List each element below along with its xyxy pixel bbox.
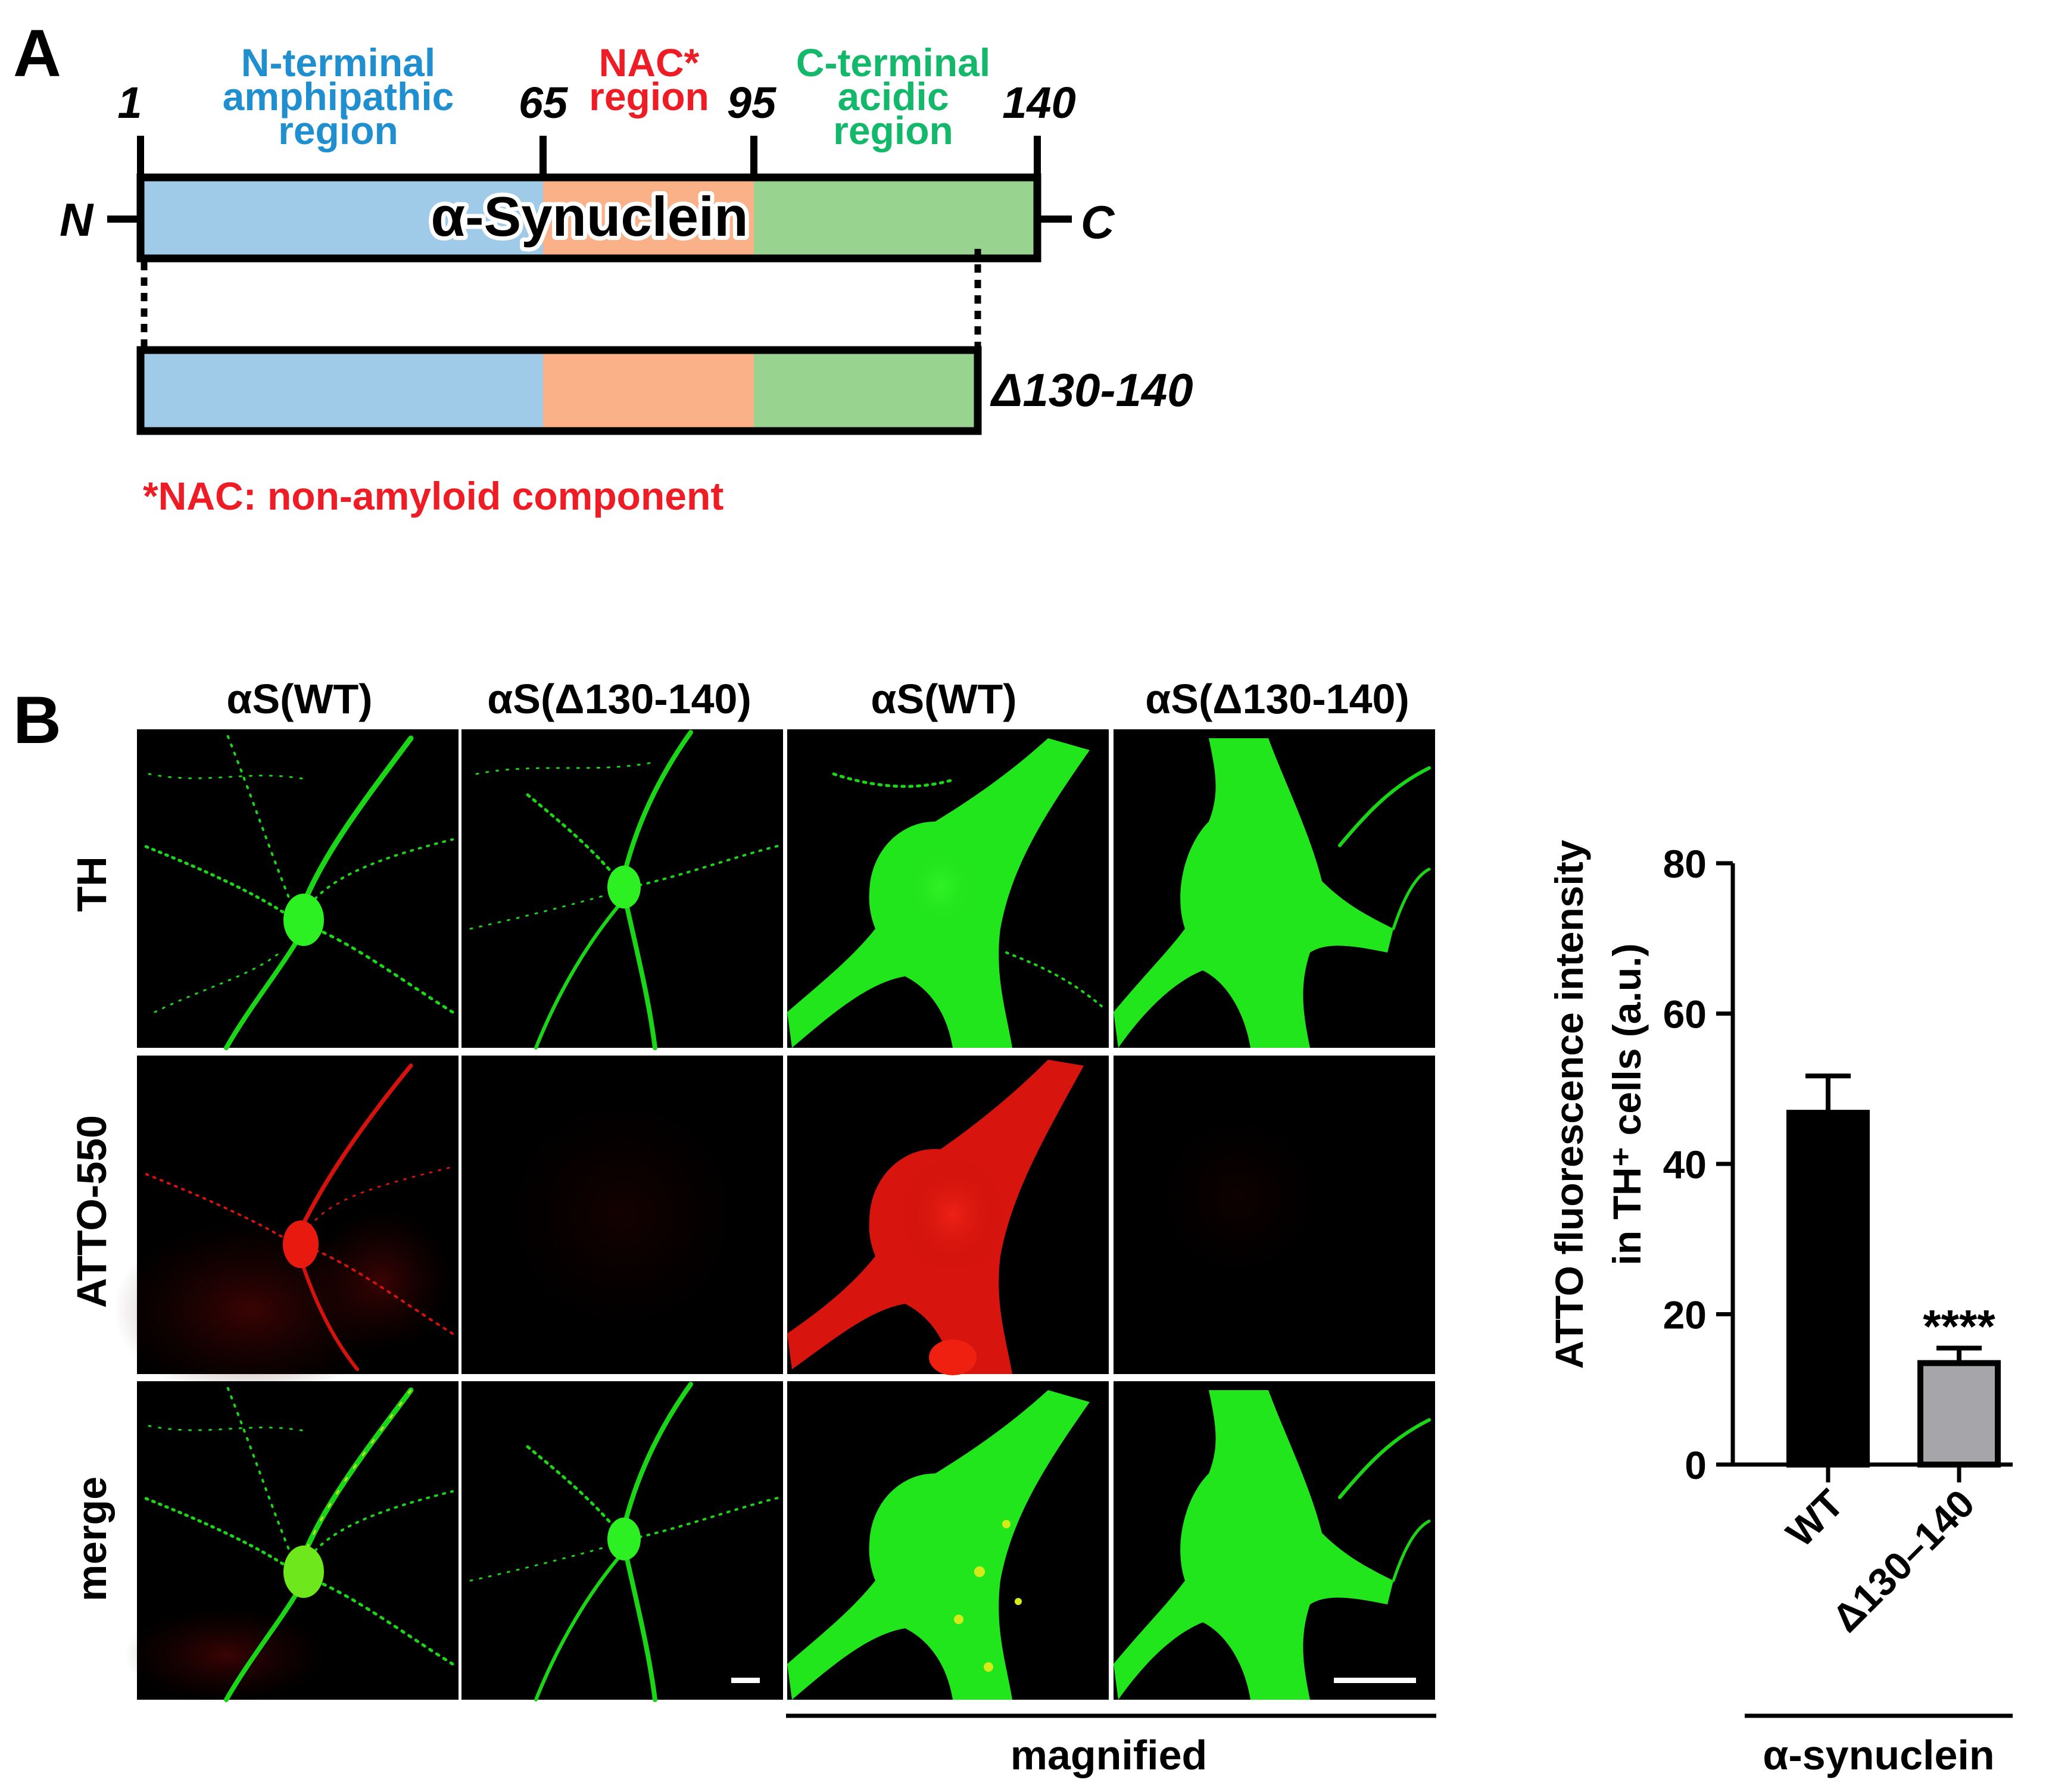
mutant-label: Δ130-140 (990, 364, 1193, 416)
full-length-bar: α-Synuclein (136, 173, 1041, 263)
micrograph-th-d130-magnified (1114, 729, 1435, 1048)
full-n-segment (141, 177, 543, 258)
micrograph-merge-wt (125, 1381, 459, 1703)
x-tick-label: Δ130–140 (1823, 1481, 1983, 1641)
truncated-bar (136, 346, 982, 435)
micrograph-merge-d130 (461, 1381, 783, 1702)
bar-wt (1786, 1110, 1870, 1468)
full-nac-segment (543, 177, 754, 258)
y-tick-label: 40 (1663, 1142, 1707, 1187)
nac-line-1: NAC* (599, 40, 700, 85)
micrograph-th-wt-magnified (787, 729, 1109, 1048)
position-140: 140 (1002, 78, 1075, 127)
n-terminal-line-2: amphipathic (223, 74, 454, 118)
y-tick-label: 0 (1685, 1443, 1707, 1487)
col-header-4: αS(Δ130-140) (1145, 676, 1409, 722)
panel-b: B αS(WT) αS(Δ130-140) αS(WT) αS(Δ130-140… (13, 676, 2013, 1778)
nac-label: NAC* region (589, 40, 709, 118)
c-terminal-line-2: acidic (837, 74, 949, 118)
col-header-2: αS(Δ130-140) (487, 676, 751, 722)
protein-name: α-Synuclein (431, 185, 748, 248)
micrograph-merge-wt-magnified (787, 1381, 1109, 1700)
y-axis: 0 20 40 60 80 (1663, 842, 1735, 1487)
n-terminus-label: N (60, 193, 94, 246)
position-1: 1 (117, 78, 142, 127)
position-65: 65 (519, 78, 569, 127)
micrograph-th-wt (137, 729, 459, 1050)
micrograph-atto-wt (113, 1056, 459, 1399)
significance-mark: **** (1923, 1300, 1995, 1352)
trunc-nac-segment (543, 350, 754, 431)
chart-ylabel-line-2: in TH⁺ cells (a.u.) (1605, 944, 1649, 1266)
n-terminal-line-1: N-terminal (241, 40, 435, 85)
micrograph-atto-wt-magnified (787, 1056, 1109, 1375)
row-labels: TH ATTO-550 merge (68, 856, 115, 1601)
micrograph-grid (113, 729, 1435, 1703)
column-headers: αS(WT) αS(Δ130-140) αS(WT) αS(Δ130-140) (226, 676, 1409, 722)
micrograph-th-d130 (461, 729, 783, 1050)
panel-b-letter: B (13, 683, 61, 757)
position-ticks (137, 136, 1041, 179)
nac-footnote: *NAC: non-amyloid component (143, 474, 723, 518)
scale-bar-low-mag (731, 1678, 760, 1683)
bar-d130 (1917, 1360, 2001, 1468)
panel-a: A 1 65 95 140 N-terminal amphipathic reg… (13, 16, 1193, 518)
full-bar-outline (136, 173, 1041, 263)
col-header-1: αS(WT) (226, 676, 372, 722)
c-terminal-label: C-terminal acidic region (796, 40, 990, 152)
micrograph-atto-d130 (461, 1056, 783, 1374)
chart-ylabel-line-1: ATTO fluorescence intensity (1547, 839, 1591, 1369)
trunc-bar-outline (136, 346, 982, 435)
micrograph-atto-d130-magnified (1114, 1056, 1435, 1374)
y-tick-label: 20 (1663, 1293, 1707, 1337)
row-label-atto: ATTO-550 (68, 1115, 115, 1308)
panel-a-letter: A (13, 16, 61, 90)
nac-line-2: region (589, 74, 709, 118)
col-header-3: αS(WT) (871, 676, 1016, 722)
bars: **** (1786, 1073, 2001, 1468)
chart-ylabel: ATTO fluorescence intensity in TH⁺ cells… (1547, 839, 1649, 1369)
position-95: 95 (727, 78, 777, 127)
y-tick-label: 60 (1663, 992, 1707, 1037)
n-terminal-label: N-terminal amphipathic region (223, 40, 454, 152)
n-terminal-line-3: region (278, 108, 398, 152)
c-terminal-line-1: C-terminal (796, 40, 990, 85)
row-label-merge: merge (68, 1476, 115, 1601)
c-terminus-label: C (1081, 196, 1115, 248)
trunc-c-segment (754, 350, 978, 431)
group-label: α-synuclein (1763, 1732, 1994, 1778)
scale-bar-high-mag (1334, 1678, 1416, 1683)
c-terminal-line-3: region (833, 108, 953, 152)
bar-chart: ATTO fluorescence intensity in TH⁺ cells… (1547, 839, 2013, 1778)
row-label-th: TH (68, 856, 115, 911)
trunc-n-segment (141, 350, 543, 431)
y-tick-label: 80 (1663, 842, 1707, 886)
x-tick-label: WT (1777, 1481, 1852, 1556)
micrograph-merge-d130-magnified (1114, 1381, 1435, 1700)
full-c-segment (754, 177, 1037, 258)
magnified-label: magnified (1011, 1732, 1208, 1778)
